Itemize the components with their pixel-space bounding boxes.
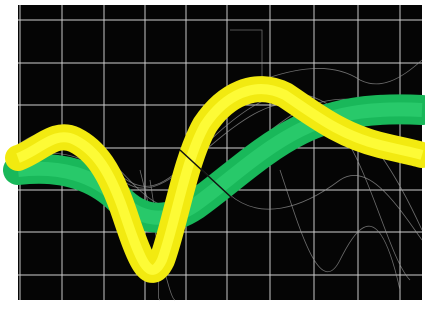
green-band-core [17, 102, 423, 225]
yellow-band-core [16, 84, 424, 275]
trace [179, 149, 423, 241]
trace [230, 29, 423, 85]
trace [279, 169, 401, 291]
dark-trace [179, 149, 233, 199]
